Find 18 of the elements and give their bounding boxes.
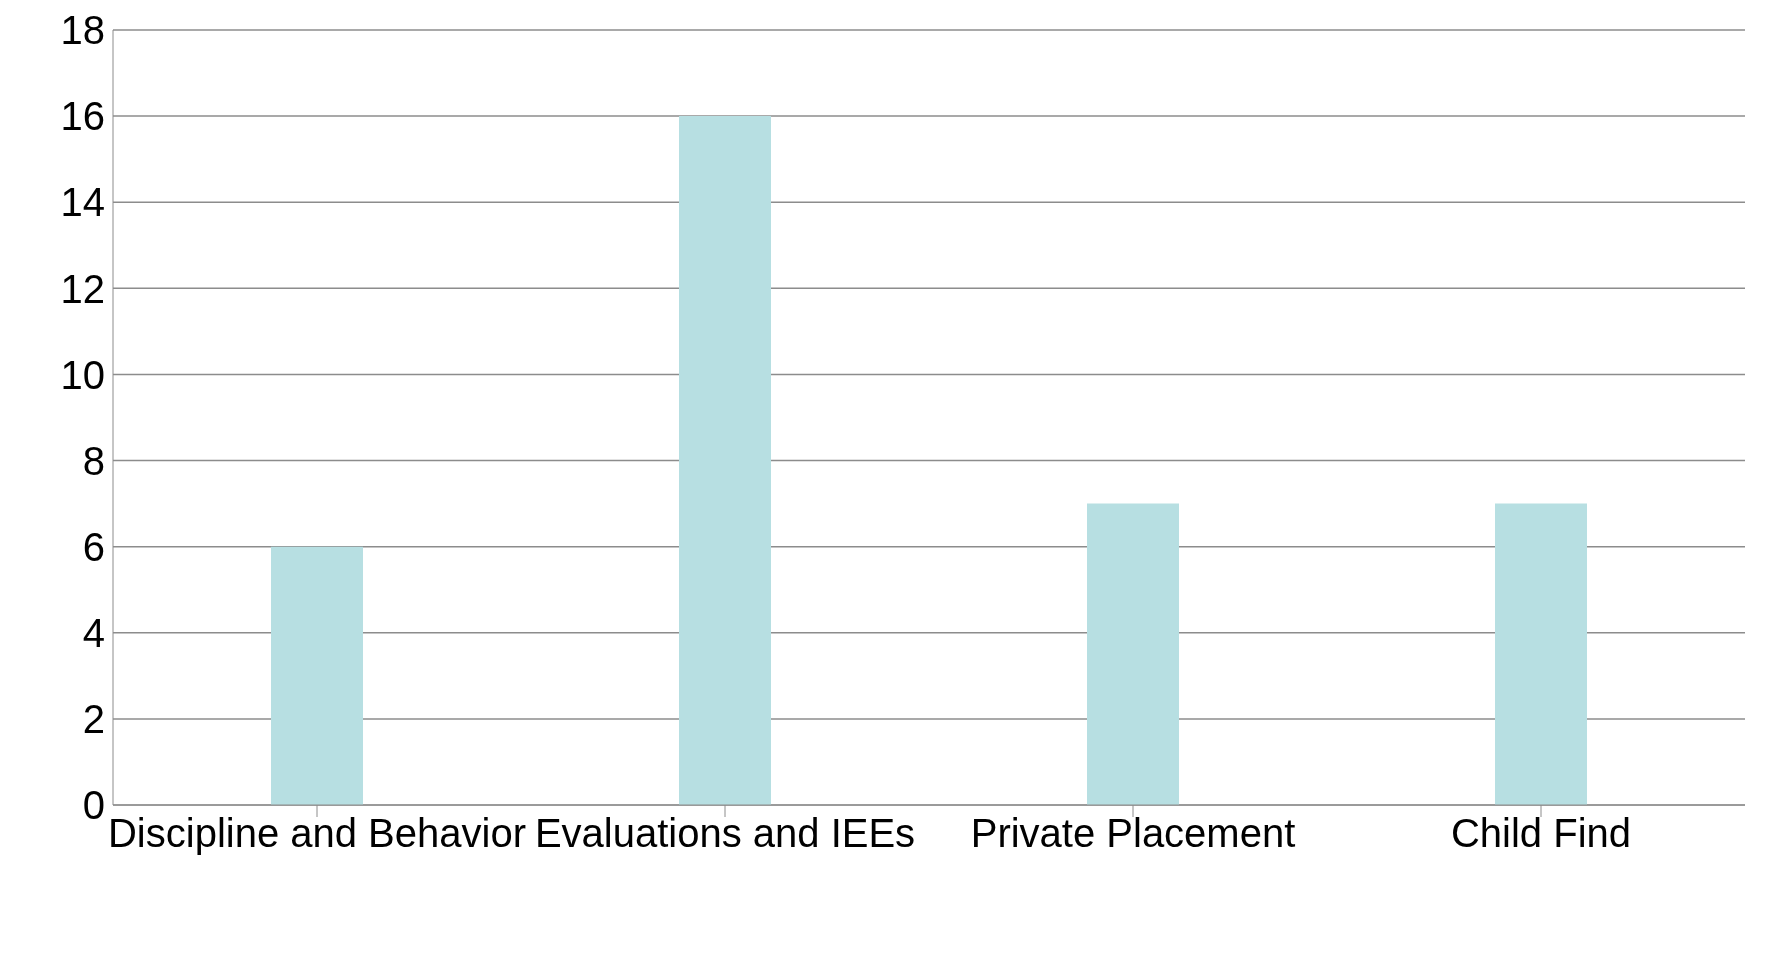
bar	[679, 116, 771, 805]
y-tick-label: 12	[60, 266, 105, 311]
x-tick-label: Child Find	[1450, 811, 1632, 856]
x-tick-label: Private Placement	[970, 811, 1296, 856]
y-tick-label: 18	[60, 8, 105, 53]
bar	[271, 546, 363, 805]
x-tick-label: Discipline and Behavior	[107, 811, 527, 856]
y-tick-label: 6	[82, 524, 105, 569]
bar	[1087, 503, 1179, 805]
y-tick-label: 8	[82, 438, 105, 483]
bar	[1495, 503, 1587, 805]
y-tick-label: 4	[82, 610, 105, 655]
y-tick-label: 10	[60, 352, 105, 397]
y-tick-label: 16	[60, 94, 105, 139]
x-tick-label: Evaluations and IEEs	[534, 811, 916, 856]
y-tick-label: 14	[60, 180, 105, 225]
y-tick-label: 2	[82, 697, 105, 742]
y-tick-label: 0	[82, 783, 105, 828]
